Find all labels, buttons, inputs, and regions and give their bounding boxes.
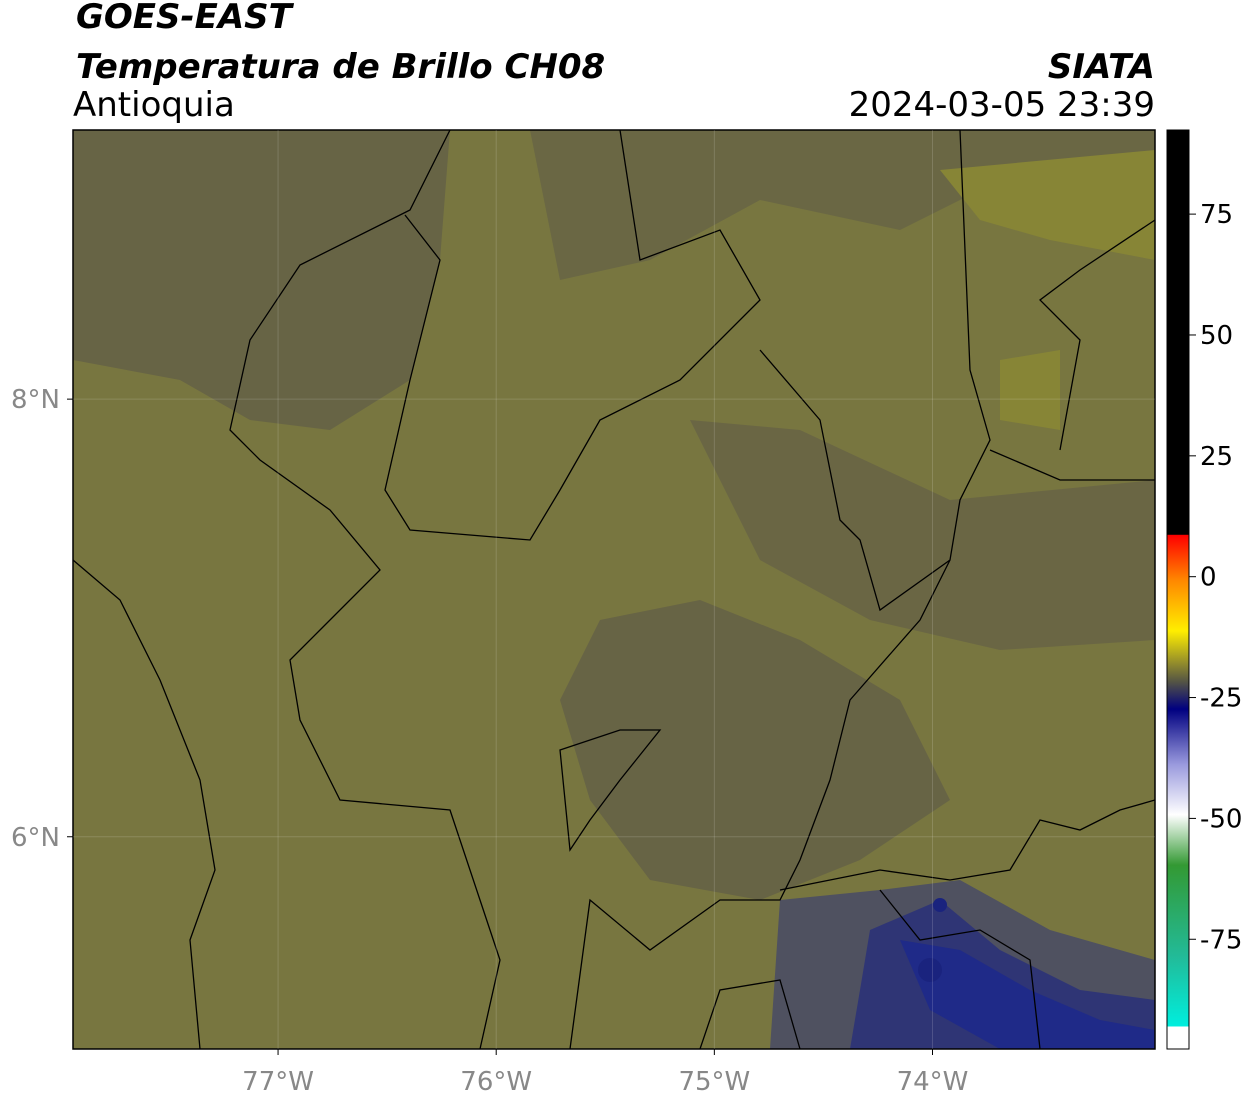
lon-tick-label: 74°W	[897, 1067, 969, 1097]
colorbar-tick-label: -25	[1200, 684, 1242, 714]
colorbar-tick-label: -75	[1200, 925, 1242, 955]
colorbar-tick-label: 0	[1200, 563, 1217, 593]
colorbar-tick-label: 50	[1200, 321, 1233, 351]
geo-ticks: 77°W 76°W 75°W 74°W 8°N 6°N	[11, 130, 1155, 1097]
lon-tick-label: 76°W	[460, 1067, 532, 1097]
datetime: 2024-03-05 23:39	[849, 85, 1155, 125]
title: GOES-EAST	[76, 0, 295, 37]
lon-tick-label: 77°W	[242, 1067, 314, 1097]
colorbar-tick-label: -50	[1200, 804, 1242, 834]
colorbar-ticks: 75 50 25 0 -25 -50 -75	[1189, 200, 1242, 955]
map-frame	[72, 129, 1156, 1050]
lat-tick-label: 6°N	[11, 823, 60, 853]
lat-tick-label: 8°N	[11, 385, 60, 415]
subtitle: Temperatura de Brillo CH08	[76, 47, 605, 87]
source: SIATA	[1048, 47, 1155, 87]
colorbar-tick-label: 75	[1200, 200, 1233, 230]
region: Antioquia	[73, 85, 235, 125]
boundaries	[73, 130, 1155, 1049]
colorbar-tick-label: 25	[1200, 442, 1233, 472]
colorbar	[1166, 129, 1190, 1050]
lon-tick-label: 75°W	[678, 1067, 750, 1097]
map-field	[73, 130, 1155, 1049]
